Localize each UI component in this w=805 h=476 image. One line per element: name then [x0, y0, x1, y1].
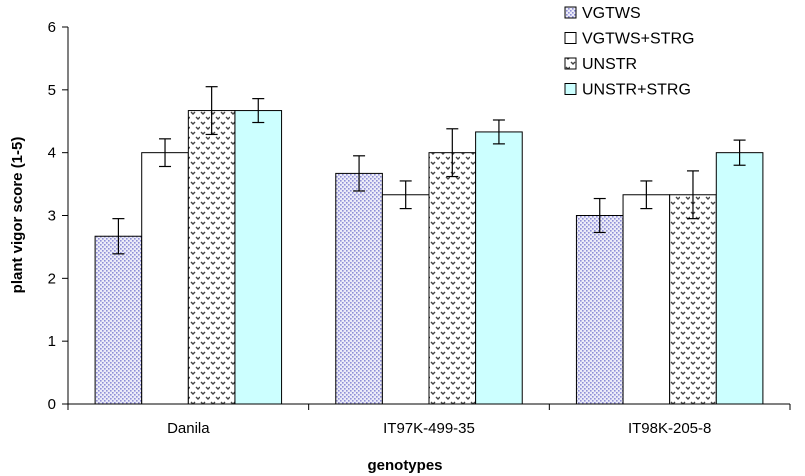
x-tick-label: IT98K-205-8	[628, 420, 711, 437]
bar	[94, 235, 143, 405]
y-axis-title: plant vigor score (1-5)	[9, 137, 26, 294]
bar	[622, 194, 671, 405]
bar	[187, 110, 236, 405]
x-tick-label: IT97K-499-35	[383, 420, 475, 437]
legend-swatch	[564, 6, 577, 19]
y-axis: 0 1 2 3 4 5 6	[48, 19, 69, 413]
legend-label: VGTWS+STRG	[582, 31, 694, 48]
legend-label: VGTWS	[582, 5, 641, 22]
legend-swatch	[564, 83, 577, 95]
x-tick-label: Danila	[167, 420, 210, 437]
y-tick-label: 0	[48, 396, 56, 413]
bar	[669, 194, 717, 405]
bars-group	[94, 110, 764, 405]
bar	[575, 215, 624, 405]
y-tick-label: 2	[48, 270, 56, 287]
y-tick-label: 3	[48, 208, 56, 225]
bar	[335, 172, 383, 405]
legend-swatch	[564, 32, 577, 44]
y-tick-label: 6	[48, 19, 56, 36]
legend-label: UNSTR	[582, 56, 637, 73]
x-axis-title: genotypes	[367, 457, 442, 474]
y-tick-label: 4	[48, 145, 56, 162]
bar	[141, 152, 189, 405]
x-axis: Danila IT97K-499-35 IT98K-205-8	[67, 403, 791, 437]
bar	[475, 131, 523, 405]
bar	[428, 152, 477, 405]
bar	[381, 194, 430, 405]
y-tick-label: 1	[48, 333, 56, 350]
y-tick-label: 5	[48, 82, 56, 99]
bar	[715, 152, 764, 405]
legend: VGTWS VGTWS+STRG UNSTR UNSTR+STRG	[564, 5, 694, 99]
error-bars-group	[112, 86, 746, 255]
bar	[234, 110, 283, 405]
legend-label: UNSTR+STRG	[582, 82, 691, 99]
legend-swatch	[564, 57, 577, 70]
